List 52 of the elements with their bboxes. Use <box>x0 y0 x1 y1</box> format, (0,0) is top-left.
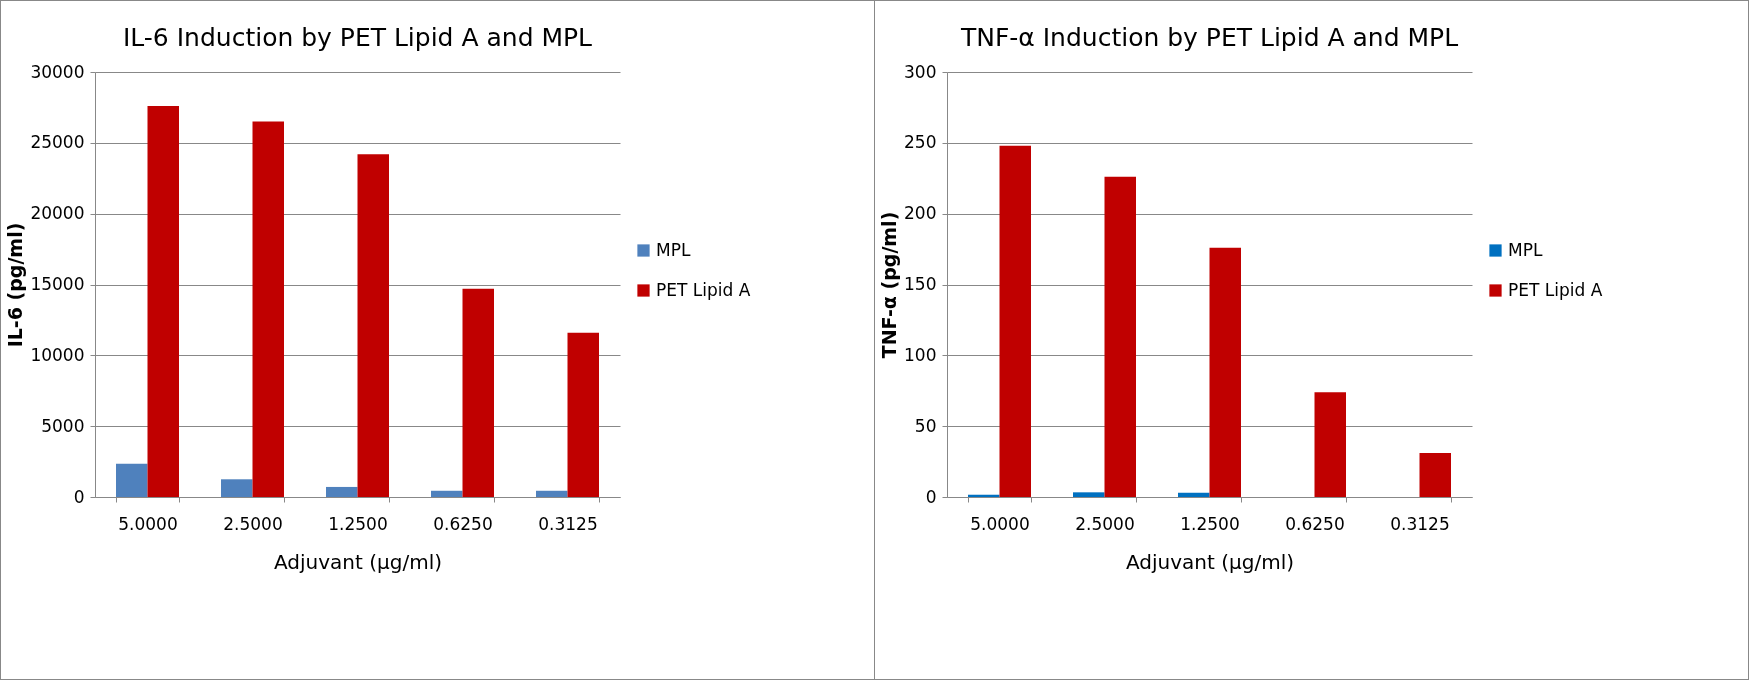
y-tick-label: 30000 <box>30 61 85 82</box>
x-tick-label: 2.5000 <box>223 513 283 534</box>
y-tick-label: 200 <box>904 203 937 224</box>
x-axis-title: Adjuvant (μg/ml) <box>1125 549 1295 574</box>
x-tick-label: 2.5000 <box>1075 513 1135 534</box>
x-tick-label: 0.6250 <box>1285 513 1345 534</box>
legend-label: PET Lipid A <box>1508 279 1603 300</box>
y-tick-label: 10000 <box>30 344 85 365</box>
x-axis-title: Adjuvant (μg/ml) <box>273 549 443 574</box>
x-tick-label: 5.0000 <box>118 513 178 534</box>
bar <box>968 494 1000 497</box>
bar <box>999 145 1031 497</box>
bar <box>1073 492 1105 497</box>
bar <box>326 486 358 497</box>
y-tick-label: 150 <box>904 274 937 294</box>
bar <box>536 490 568 497</box>
y-tick-label: 300 <box>904 61 937 82</box>
bar <box>1209 247 1241 497</box>
x-tick-label: 1.2500 <box>328 513 388 534</box>
x-tick-label: 5.0000 <box>970 513 1030 534</box>
y-tick-label: 25000 <box>30 132 85 153</box>
y-tick-label: 0 <box>925 486 937 507</box>
x-tick-label: 0.3125 <box>538 513 598 534</box>
bar <box>221 479 253 497</box>
y-tick-label: 0 <box>73 486 85 507</box>
chart-title: TNF-α Induction by PET Lipid A and MPL <box>959 23 1459 52</box>
x-tick-label: 1.2500 <box>1180 513 1240 534</box>
y-tick-label: 15000 <box>30 274 85 294</box>
y-tick-label: 250 <box>904 132 937 153</box>
x-tick-label: 0.6250 <box>433 513 493 534</box>
y-axis-title: IL-6 (pg/ml) <box>4 222 27 348</box>
legend-label: PET Lipid A <box>656 279 751 300</box>
bar <box>567 332 599 497</box>
x-tick-label: 0.3125 <box>1390 513 1450 534</box>
bar <box>252 121 284 497</box>
bar <box>462 288 494 497</box>
y-axis-title: TNF-α (pg/ml) <box>878 211 901 359</box>
legend-label: MPL <box>656 239 691 260</box>
bar <box>1314 392 1346 497</box>
bar <box>357 154 389 497</box>
bar <box>1419 453 1451 497</box>
y-tick-label: 50 <box>914 415 937 436</box>
chart-title: IL-6 Induction by PET Lipid A and MPL <box>122 23 593 52</box>
legend-label: MPL <box>1508 239 1543 260</box>
bar <box>431 490 463 497</box>
bar <box>1178 492 1210 497</box>
y-tick-label: 100 <box>904 344 937 365</box>
y-tick-label: 20000 <box>30 203 85 224</box>
bar <box>1104 176 1136 497</box>
y-tick-label: 5000 <box>41 415 85 436</box>
bar <box>116 463 148 497</box>
bar <box>147 106 179 497</box>
